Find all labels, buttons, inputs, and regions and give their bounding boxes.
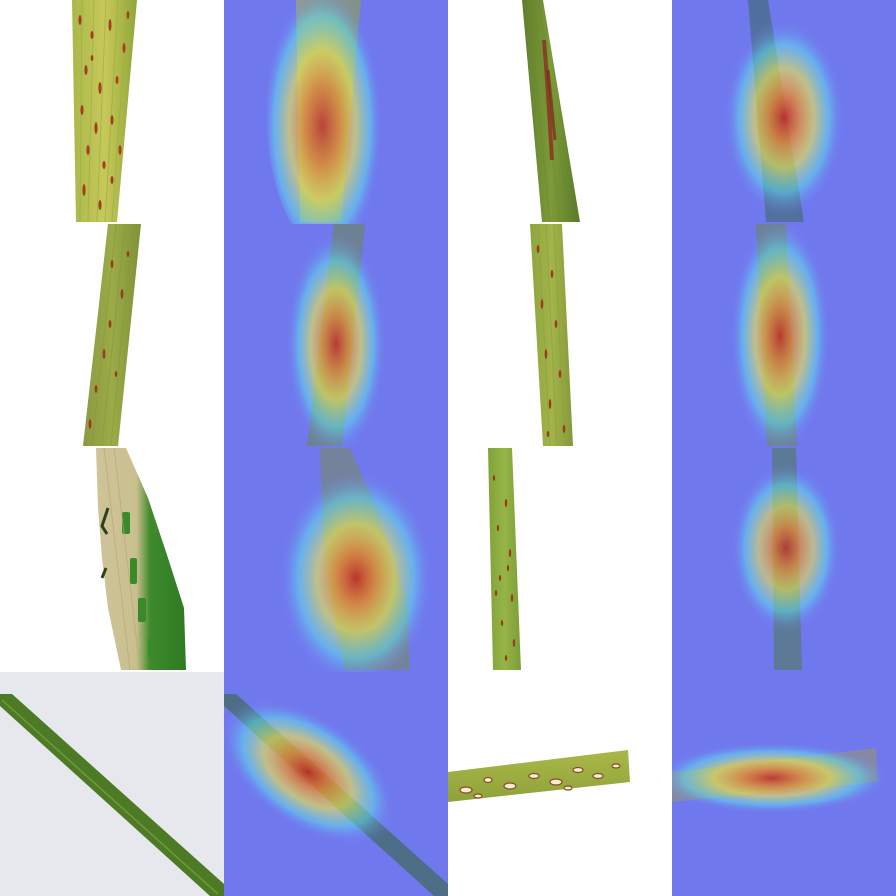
- original-leaf-image-4: [448, 224, 672, 448]
- gradcam-heatmap-6: [672, 448, 896, 672]
- original-leaf-image-8: [448, 672, 672, 896]
- gradcam-heatmap-7: [224, 672, 448, 896]
- gradcam-heatmap-2: [672, 0, 896, 224]
- original-leaf-image-1: [0, 0, 224, 224]
- gradcam-heatmap-5: [224, 448, 448, 672]
- gradcam-heatmap-4: [672, 224, 896, 448]
- original-leaf-image-6: [448, 448, 672, 672]
- gradcam-heatmap-8: [672, 672, 896, 896]
- original-leaf-image-2: [448, 0, 672, 224]
- gradcam-heatmap-1: [224, 0, 448, 224]
- gradcam-heatmap-3: [224, 224, 448, 448]
- original-leaf-image-3: [0, 224, 224, 448]
- original-leaf-image-5: [0, 448, 224, 672]
- original-leaf-image-7: [0, 672, 224, 896]
